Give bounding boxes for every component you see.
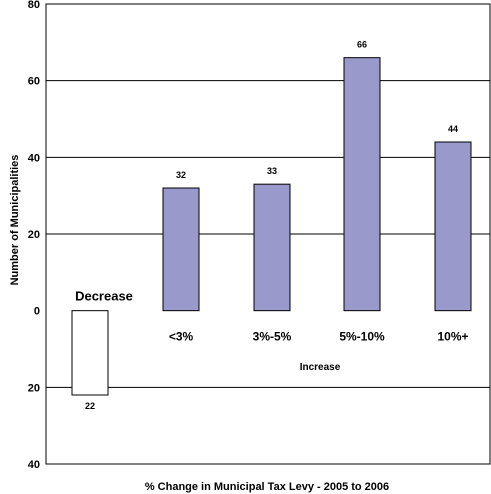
bar-increase-3 — [343, 57, 381, 312]
category-label: Decrease — [75, 289, 133, 304]
category-label: 10%+ — [437, 330, 468, 344]
y-tick-label: 80 — [28, 0, 40, 11]
plot-frame — [45, 3, 491, 465]
y-tick-label: 60 — [28, 76, 40, 88]
y-tick-label: 40 — [28, 152, 40, 164]
data-label: 44 — [448, 124, 458, 134]
data-label: 22 — [85, 401, 95, 411]
data-label: 33 — [267, 166, 277, 176]
category-label: 5%-10% — [339, 330, 385, 344]
value-labels: 22 32 33 66 44 — [85, 40, 458, 411]
bar-increase-2 — [253, 183, 291, 312]
y-tick-label: 0 — [34, 306, 40, 318]
y-axis-label: Number of Municipalities — [9, 155, 21, 286]
y-tick-label: 20 — [28, 229, 40, 241]
group-label-increase: Increase — [300, 362, 341, 373]
category-label: 3%-5% — [253, 330, 292, 344]
category-label: <3% — [169, 330, 194, 344]
bar-increase-4 — [434, 141, 472, 312]
bar-decrease — [71, 310, 109, 396]
y-tick-labels: 80 60 40 20 0 20 40 — [28, 0, 40, 471]
data-label: 32 — [176, 170, 186, 180]
y-tick-label: 20 — [28, 382, 40, 394]
y-tick-label: 40 — [28, 459, 40, 471]
x-axis-label: % Change in Municipal Tax Levy - 2005 to… — [145, 481, 389, 493]
category-labels: Decrease <3% 3%-5% 5%-10% 10%+ — [75, 289, 468, 344]
bar-increase-1 — [162, 187, 200, 312]
data-label: 66 — [357, 40, 367, 50]
bars — [71, 57, 472, 396]
